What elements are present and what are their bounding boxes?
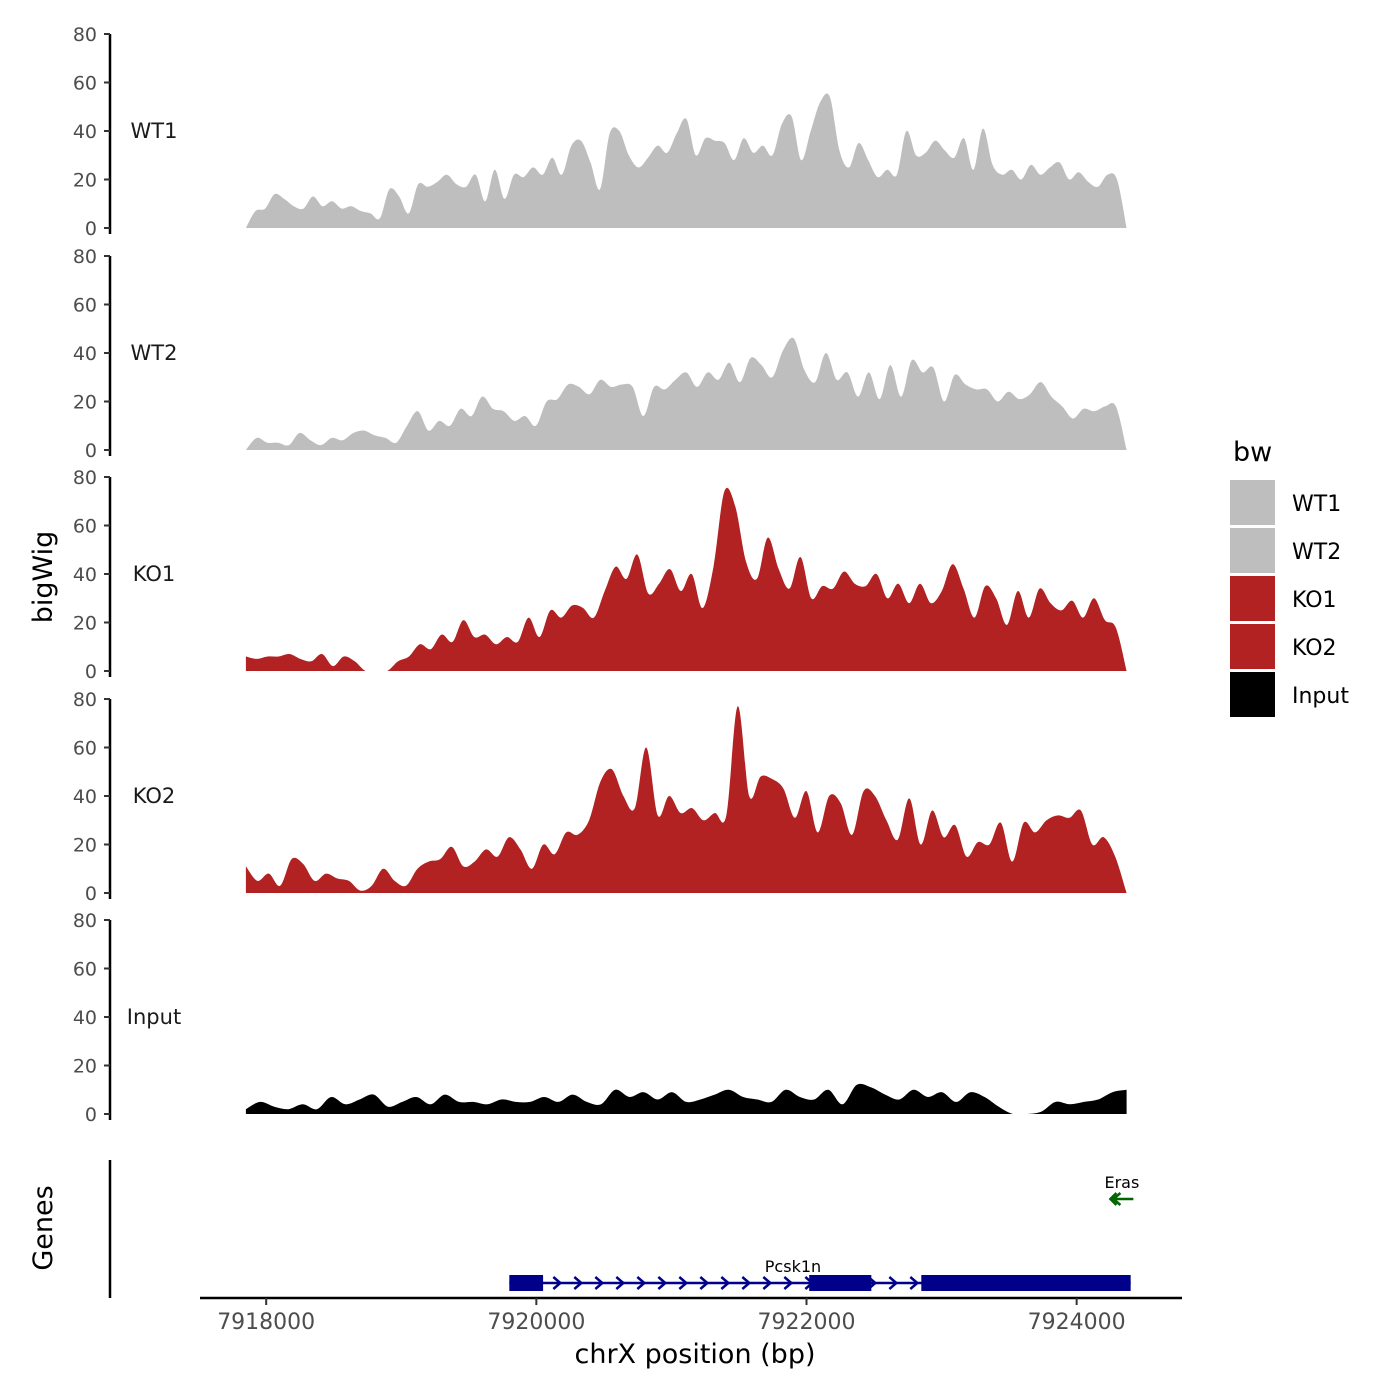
strand-chevron-pcsk1n	[552, 1276, 563, 1290]
legend-label-ko1: KO1	[1292, 588, 1337, 613]
y-tick-label-wt2-0: 0	[85, 440, 97, 462]
exon-pcsk1n-2	[809, 1275, 872, 1291]
x-tick-label-7922000: 7922000	[757, 1310, 855, 1335]
y-tick-label-input-0: 0	[85, 1104, 97, 1126]
legend-item-input: Input	[1230, 672, 1349, 717]
strand-chevron-pcsk1n	[762, 1276, 773, 1290]
y-tick-label-input-40: 40	[73, 1007, 97, 1029]
y-tick-label-wt2-80: 80	[73, 246, 97, 268]
strand-chevron-pcsk1n	[699, 1276, 710, 1290]
strand-arrowhead-eras	[1108, 1192, 1118, 1206]
gene-label-eras: Eras	[1104, 1173, 1139, 1192]
genes-layer: Pcsk1n Eras	[108, 1160, 1139, 1298]
y-tick-label-ko1-20: 20	[73, 613, 97, 635]
strand-chevron-pcsk1n	[636, 1276, 647, 1290]
track-label-wt1: WT1	[131, 119, 178, 143]
legend-title: bw	[1233, 437, 1272, 468]
exon-pcsk1n-3	[921, 1275, 1131, 1291]
strand-chevron-pcsk1n	[783, 1276, 794, 1290]
y-tick-label-input-80: 80	[73, 910, 97, 932]
track-input: 0 20 40 60 80 Input	[73, 910, 1127, 1126]
strand-chevron-pcsk1n	[678, 1276, 689, 1290]
gene-panel-title: Genes	[28, 1185, 59, 1270]
legend-swatch-ko1	[1230, 576, 1275, 621]
legend-swatch-ko2	[1230, 624, 1275, 669]
strand-chevron-pcsk1n	[657, 1276, 668, 1290]
y-tick-label-wt1-40: 40	[73, 121, 97, 143]
y-tick-label-input-20: 20	[73, 1056, 97, 1078]
y-tick-label-wt1-0: 0	[85, 218, 97, 240]
track-label-ko2: KO2	[133, 784, 176, 808]
y-tick-label-ko2-0: 0	[85, 883, 97, 905]
y-tick-label-wt2-20: 20	[73, 392, 97, 414]
strand-chevron-pcsk1n	[594, 1276, 605, 1290]
coverage-area-ko1	[245, 487, 1127, 671]
x-tick-label-7920000: 7920000	[487, 1310, 585, 1335]
coverage-area-input	[245, 1083, 1127, 1114]
track-ko1: 0 20 40 60 80 KO1	[73, 467, 1127, 683]
y-tick-label-ko1-0: 0	[85, 661, 97, 683]
strand-chevron-pcsk1n	[909, 1276, 920, 1290]
y-tick-label-ko2-20: 20	[73, 835, 97, 857]
strand-chevron-eras	[1111, 1192, 1122, 1206]
legend-swatch-input	[1230, 672, 1275, 717]
y-tick-label-wt1-80: 80	[73, 24, 97, 46]
legend-label-input: Input	[1292, 684, 1349, 709]
legend-item-wt1: WT1	[1230, 480, 1341, 525]
exon-pcsk1n-1	[509, 1275, 544, 1291]
coverage-area-ko2	[245, 706, 1127, 893]
y-tick-label-ko1-60: 60	[73, 516, 97, 538]
legend-label-wt2: WT2	[1292, 540, 1341, 565]
strand-chevron-pcsk1n	[741, 1276, 752, 1290]
y-tick-label-ko1-40: 40	[73, 564, 97, 586]
legend-label-wt1: WT1	[1292, 492, 1341, 517]
track-wt2: 0 20 40 60 80 WT2	[73, 246, 1127, 462]
track-wt1: 0 20 40 60 80 WT1	[73, 24, 1127, 240]
y-tick-label-wt1-60: 60	[73, 73, 97, 95]
legend-swatch-wt1	[1230, 480, 1275, 525]
legend-swatch-wt2	[1230, 528, 1275, 573]
y-tick-label-wt2-40: 40	[73, 343, 97, 365]
y-tick-label-ko2-80: 80	[73, 689, 97, 711]
legend-label-ko2: KO2	[1292, 636, 1337, 661]
legend-item-wt2: WT2	[1230, 528, 1341, 573]
y-tick-label-ko2-40: 40	[73, 786, 97, 808]
strand-chevron-pcsk1n	[888, 1276, 899, 1290]
strand-chevron-pcsk1n	[573, 1276, 584, 1290]
track-label-wt2: WT2	[131, 341, 178, 365]
y-tick-label-ko2-60: 60	[73, 738, 97, 760]
legend: bw WT1 WT2 KO1 KO2 Input	[1230, 437, 1349, 717]
y-axis-title: bigWig	[28, 531, 59, 624]
coverage-area-wt2	[245, 337, 1127, 450]
strand-chevron-pcsk1n	[615, 1276, 626, 1290]
track-ko2: 0 20 40 60 80 KO2	[73, 689, 1127, 905]
gene-eras: Eras	[1104, 1173, 1139, 1206]
y-tick-label-wt1-20: 20	[73, 170, 97, 192]
tracks-layer: 0 20 40 60 80 WT1 0 20 40 60 80 WT2 0 20 40 60 80 KO1 0 20 4…	[73, 24, 1127, 1126]
y-tick-label-ko1-80: 80	[73, 467, 97, 489]
coverage-area-wt1	[245, 93, 1127, 228]
track-label-input: Input	[127, 1005, 181, 1029]
legend-item-ko2: KO2	[1230, 624, 1337, 669]
gene-label-pcsk1n: Pcsk1n	[765, 1257, 821, 1276]
strand-chevron-pcsk1n	[720, 1276, 731, 1290]
y-tick-label-wt2-60: 60	[73, 295, 97, 317]
x-axis: 7918000 7920000 7922000 7924000	[200, 1296, 1182, 1335]
x-tick-label-7924000: 7924000	[1028, 1310, 1126, 1335]
gene-pcsk1n: Pcsk1n	[509, 1257, 1131, 1291]
track-label-ko1: KO1	[133, 562, 176, 586]
legend-item-ko1: KO1	[1230, 576, 1337, 621]
y-tick-label-input-60: 60	[73, 959, 97, 981]
x-tick-label-7918000: 7918000	[217, 1310, 315, 1335]
x-axis-title: chrX position (bp)	[574, 1339, 815, 1370]
